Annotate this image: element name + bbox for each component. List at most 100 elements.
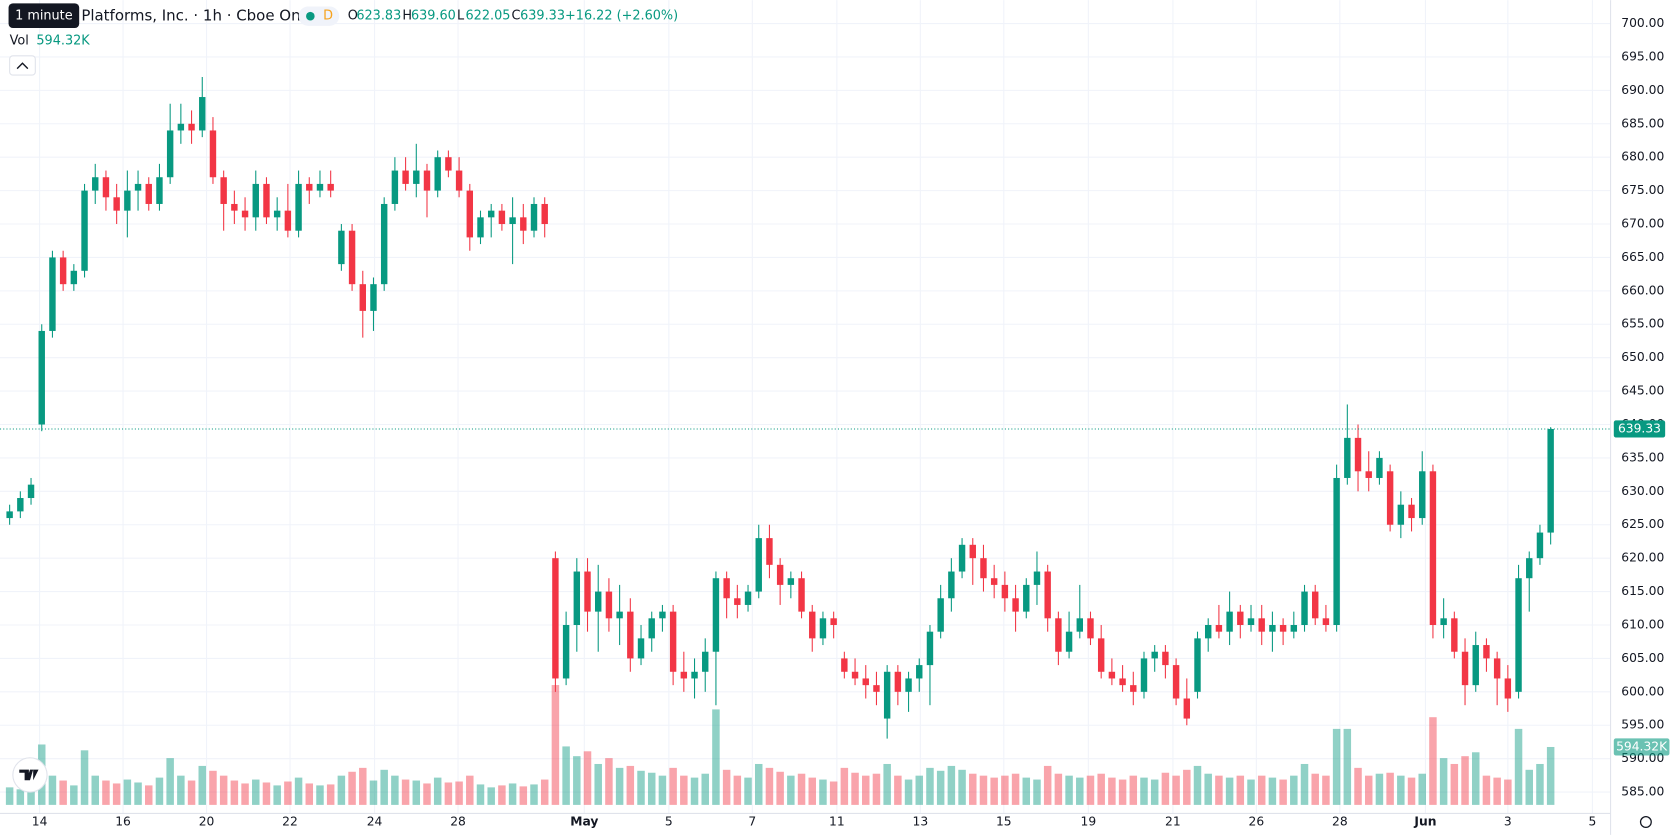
candle-body: [830, 618, 837, 625]
status-pill[interactable]: [298, 6, 340, 26]
x-tick-label: 28: [1332, 815, 1348, 829]
candle-body: [712, 578, 720, 652]
volume-bar: [551, 685, 560, 805]
candle-body: [1472, 645, 1479, 686]
volume-bar: [615, 767, 624, 805]
volume-bar: [540, 779, 549, 805]
x-tick-label: Jun: [1413, 815, 1436, 829]
volume-bar: [1247, 779, 1255, 805]
candle-body: [487, 210, 495, 218]
volume-bar: [70, 785, 78, 805]
candle-body: [1526, 558, 1533, 579]
volume-bar: [530, 784, 538, 805]
volume-bar: [862, 775, 870, 805]
volume-bar: [123, 779, 132, 805]
candle-body: [1386, 471, 1394, 525]
candle-body: [6, 511, 13, 519]
candle-body: [273, 210, 281, 218]
candle-body: [370, 284, 377, 311]
volume-bar: [1033, 779, 1041, 805]
candle-body: [38, 330, 45, 425]
volume-bar: [326, 784, 335, 805]
settings-icon[interactable]: [1639, 816, 1652, 829]
candle-body: [466, 190, 474, 238]
candle-body: [17, 498, 24, 512]
volume-bar: [1022, 777, 1031, 805]
volume-bar: [423, 783, 431, 805]
y-tick-label: 670.00: [1621, 217, 1664, 231]
y-tick-label: 685.00: [1621, 116, 1664, 130]
volume-bar: [273, 785, 281, 805]
candle-body: [59, 257, 67, 285]
candle-body: [1376, 457, 1383, 478]
candle-body: [584, 571, 591, 612]
y-tick-label: 630.00: [1621, 484, 1664, 498]
volume-bar: [1471, 752, 1480, 805]
volume-bar: [1054, 773, 1063, 805]
candle-body: [595, 591, 602, 612]
candle-body: [199, 97, 206, 131]
candle-body: [1183, 698, 1191, 719]
x-tick-label: 28: [450, 815, 466, 829]
y-tick-label: 610.00: [1621, 617, 1664, 631]
volume-bar: [594, 763, 602, 805]
interval-badge: D: [323, 9, 333, 24]
tooltip: 1 minute: [15, 9, 73, 24]
volume-tag: [1613, 738, 1670, 756]
candle-body: [477, 217, 484, 238]
volume-bar: [348, 771, 356, 805]
volume-bar: [1268, 777, 1277, 805]
candle-body: [1290, 624, 1298, 632]
volume-bar: [1429, 717, 1437, 805]
candle-body: [1172, 665, 1180, 699]
x-tick-label: May: [570, 815, 598, 829]
volume-bar: [894, 775, 902, 805]
volume-bar: [765, 767, 774, 805]
legend-change: +16.22 (+2.60%): [565, 9, 678, 24]
last-price-tag: [1613, 420, 1666, 438]
y-tick-label: 620.00: [1621, 551, 1664, 565]
candle-body: [616, 611, 623, 619]
volume-bar: [1129, 775, 1138, 805]
legend-key: H: [402, 9, 412, 24]
candle-body: [841, 658, 848, 672]
volume-bar: [16, 789, 25, 805]
candle-body: [680, 671, 688, 679]
volume-bar: [904, 779, 913, 805]
volume-pane: [5, 685, 1555, 805]
candle-body: [92, 177, 99, 191]
volume-bar: [59, 780, 67, 805]
legend-value: 622.05: [466, 9, 511, 24]
y-tick-label: 605.00: [1621, 651, 1664, 665]
legend-key: L: [457, 9, 465, 24]
candle-body: [562, 624, 570, 679]
volume-bar: [230, 780, 239, 805]
collapse-button[interactable]: [9, 55, 36, 76]
volume-bar: [284, 781, 292, 805]
volume-bar: [369, 780, 378, 805]
candle-body: [883, 671, 891, 719]
y-tick-label: 585.00: [1621, 785, 1664, 799]
volume-bar: [883, 763, 891, 805]
chart-title[interactable]: Platforms, Inc. · 1h · Cboe One: [81, 7, 309, 25]
candle-body: [958, 544, 966, 572]
candle-body: [231, 203, 238, 211]
volume-bar: [1161, 772, 1170, 805]
candle-body: [1044, 571, 1051, 619]
volume-bar: [187, 780, 196, 805]
volume-bar: [1118, 779, 1127, 805]
candle-body: [188, 123, 195, 131]
tooltip-bg: [8, 3, 80, 28]
volume-bar: [433, 777, 442, 805]
candle-body: [1461, 651, 1469, 686]
volume-bar: [1439, 758, 1448, 805]
volume-bar: [1546, 746, 1555, 805]
candle-body: [873, 685, 880, 692]
candle-body: [980, 558, 987, 579]
x-tick-label: 19: [1081, 815, 1097, 829]
candle-body: [391, 170, 399, 204]
volume-bar: [1311, 773, 1319, 805]
candle-body: [1483, 645, 1490, 659]
x-tick-label: 22: [282, 815, 298, 829]
candle-body: [156, 177, 163, 204]
